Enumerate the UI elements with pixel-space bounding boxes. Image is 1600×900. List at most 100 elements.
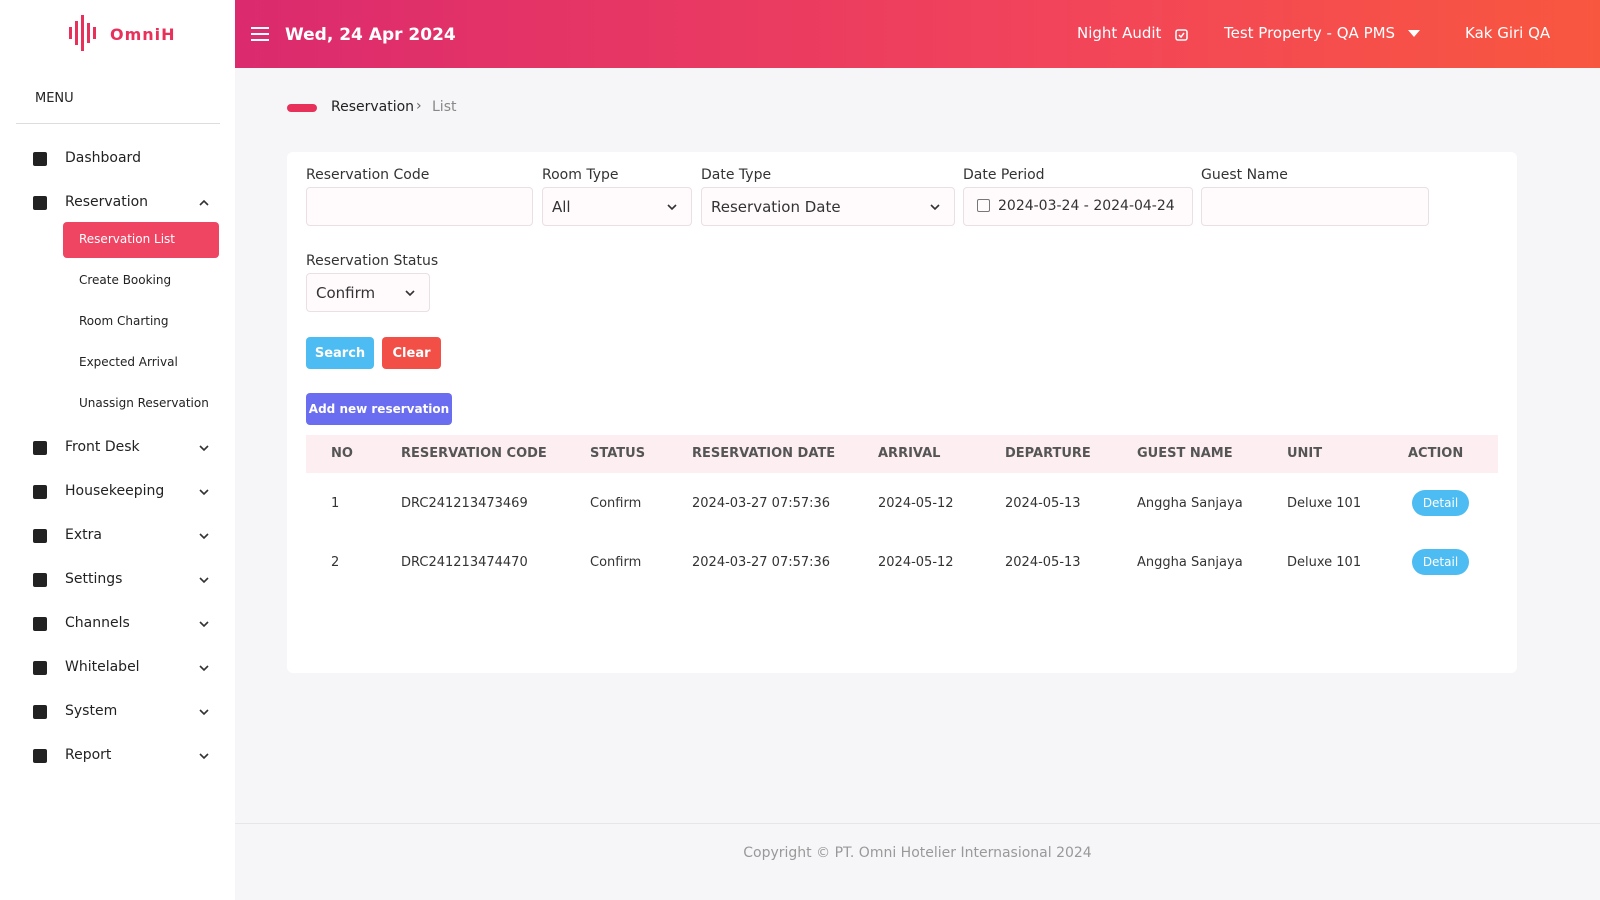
column-header: NO	[331, 446, 353, 461]
chevron	[199, 621, 209, 628]
breadcrumb-separator: ›	[416, 98, 422, 114]
nav-active-bg	[63, 222, 219, 258]
nav-item[interactable]: Housekeeping	[65, 483, 165, 499]
table-header-bg	[306, 435, 1498, 473]
detail-button[interactable]: Detail	[1412, 490, 1469, 516]
chevron	[667, 204, 677, 211]
table-cell: 2024-05-12	[878, 496, 954, 511]
chevron	[930, 204, 940, 211]
clear-button[interactable]: Clear	[382, 337, 441, 369]
nav-icon	[33, 152, 47, 166]
nav-icon	[33, 617, 47, 631]
chevron	[199, 753, 209, 760]
table-cell: Deluxe 101	[1287, 496, 1362, 511]
nav-item[interactable]: Front Desk	[65, 439, 140, 455]
table-cell: DRC241213474470	[401, 555, 528, 570]
chevron	[199, 577, 209, 584]
table-cell: 2024-05-12	[878, 555, 954, 570]
menu-label: MENU	[35, 91, 74, 106]
table-cell: Anggha Sanjaya	[1137, 496, 1243, 511]
chevron	[199, 445, 209, 452]
nav-icon	[33, 661, 47, 675]
nav-item[interactable]: Channels	[65, 615, 130, 631]
nav-item[interactable]: Extra	[65, 527, 102, 543]
nav-subitem[interactable]: Unassign Reservation	[79, 396, 209, 410]
breadcrumb-pill	[287, 104, 317, 112]
field-label: Reservation Code	[306, 167, 430, 183]
logo-icon	[69, 15, 96, 51]
select[interactable]: Confirm	[306, 273, 430, 312]
field-label: Date Period	[963, 167, 1045, 183]
filter-card	[287, 152, 1517, 673]
column-header: UNIT	[1287, 446, 1323, 461]
nav-item[interactable]: Report	[65, 747, 112, 763]
chevron	[405, 290, 415, 297]
nav-subitem[interactable]: Reservation List	[79, 232, 175, 246]
chevron	[199, 199, 209, 206]
search-button[interactable]: Search	[306, 337, 374, 369]
nav-subitem[interactable]: Expected Arrival	[79, 355, 178, 369]
field-label: Room Type	[542, 167, 619, 183]
field-label: Guest Name	[1201, 167, 1288, 183]
breadcrumb-item[interactable]: Reservation	[331, 99, 415, 115]
table-cell: Deluxe 101	[1287, 555, 1362, 570]
column-header: GUEST NAME	[1137, 446, 1233, 461]
current-date: Wed, 24 Apr 2024	[285, 25, 456, 45]
nav-icon	[33, 749, 47, 763]
night-audit[interactable]: Night Audit	[1077, 24, 1162, 42]
text-input[interactable]	[1201, 187, 1429, 226]
table-cell: Confirm	[590, 555, 642, 570]
nav-icon	[33, 441, 47, 455]
nav-icon	[33, 573, 47, 587]
table-cell: 2024-05-13	[1005, 496, 1081, 511]
nav-item[interactable]: Settings	[65, 571, 123, 587]
text-input[interactable]: 2024-03-24 - 2024-04-24	[963, 187, 1193, 226]
property-select[interactable]: Test Property - QA PMS	[1224, 24, 1396, 42]
chevron	[199, 533, 209, 540]
nav-item[interactable]: Dashboard	[65, 150, 141, 166]
add-button[interactable]: Add new reservation	[306, 393, 452, 425]
calendar-icon	[1175, 29, 1188, 41]
dropdown-caret	[1408, 30, 1420, 37]
select[interactable]: Reservation Date	[701, 187, 955, 226]
table-cell: 2024-05-13	[1005, 555, 1081, 570]
nav-item[interactable]: Whitelabel	[65, 659, 140, 675]
column-header: RESERVATION DATE	[692, 446, 836, 461]
table-cell: 2	[331, 555, 340, 570]
divider	[16, 123, 220, 124]
table-cell: 1	[331, 496, 340, 511]
menu-toggle[interactable]	[251, 27, 269, 41]
nav-icon	[33, 705, 47, 719]
column-header: ARRIVAL	[878, 446, 941, 461]
select[interactable]: All	[542, 187, 692, 226]
field-label: Date Type	[701, 167, 772, 183]
column-header: ACTION	[1408, 446, 1464, 461]
field-label: Reservation Status	[306, 253, 439, 269]
nav-item[interactable]: Reservation	[65, 194, 149, 210]
chevron	[199, 709, 209, 716]
table-cell: 2024-03-27 07:57:36	[692, 555, 831, 570]
chevron	[199, 489, 209, 496]
table-cell: Confirm	[590, 496, 642, 511]
text-input[interactable]	[306, 187, 533, 226]
column-header: RESERVATION CODE	[401, 446, 547, 461]
breadcrumb-item: List	[432, 99, 457, 115]
nav-icon	[33, 196, 47, 210]
nav-icon	[33, 529, 47, 543]
nav-item[interactable]: System	[65, 703, 118, 719]
column-header: STATUS	[590, 446, 646, 461]
sidebar: OmniH MENU Dashboard Reservation Reservati…	[0, 0, 235, 900]
detail-button[interactable]: Detail	[1412, 549, 1469, 575]
user-menu[interactable]: Kak Giri QA	[1465, 24, 1551, 42]
nav-subitem[interactable]: Create Booking	[79, 273, 172, 287]
nav-subitem[interactable]: Room Charting	[79, 314, 169, 328]
logo-text: OmniH	[110, 25, 176, 44]
table-cell: Anggha Sanjaya	[1137, 555, 1243, 570]
nav-icon	[33, 485, 47, 499]
footer-divider	[235, 823, 1600, 824]
calendar-icon	[977, 199, 990, 212]
header: Wed, 24 Apr 2024 Night Audit Test Proper…	[235, 0, 1600, 68]
column-header: DEPARTURE	[1005, 446, 1091, 461]
